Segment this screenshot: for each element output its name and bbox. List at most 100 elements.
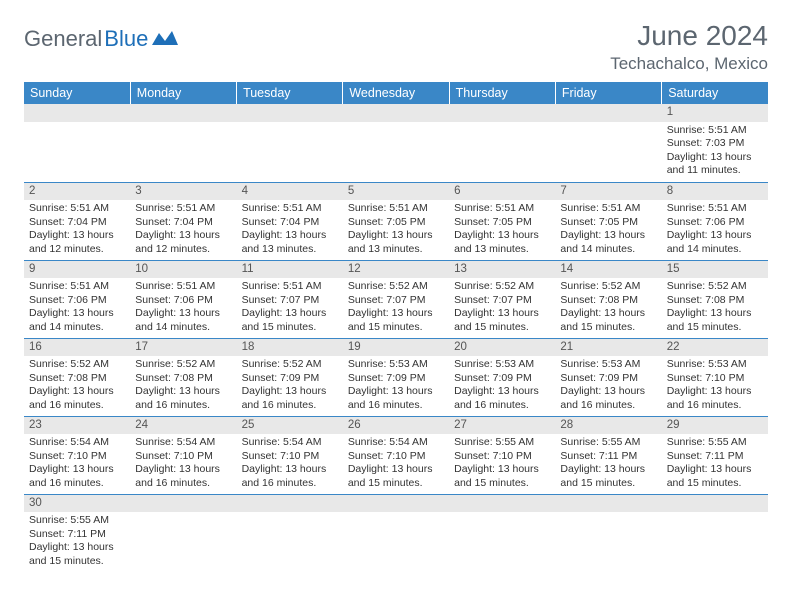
day-body: Sunrise: 5:52 AMSunset: 7:09 PMDaylight:… (237, 356, 343, 415)
day-body: Sunrise: 5:51 AMSunset: 7:04 PMDaylight:… (237, 200, 343, 259)
day-number: 19 (343, 339, 449, 357)
day-number (343, 495, 449, 513)
day-number (237, 104, 343, 122)
day-number (24, 104, 130, 122)
calendar-day-cell: 4Sunrise: 5:51 AMSunset: 7:04 PMDaylight… (237, 182, 343, 260)
day-number: 4 (237, 183, 343, 201)
calendar-day-cell (555, 104, 661, 182)
flag-icon (152, 29, 178, 47)
day-number: 13 (449, 261, 555, 279)
day-number: 5 (343, 183, 449, 201)
logo-text-blue: Blue (104, 26, 148, 52)
weekday-header: Tuesday (237, 82, 343, 104)
day-body: Sunrise: 5:53 AMSunset: 7:09 PMDaylight:… (449, 356, 555, 415)
calendar-day-cell: 11Sunrise: 5:51 AMSunset: 7:07 PMDayligh… (237, 260, 343, 338)
day-number: 30 (24, 495, 130, 513)
day-number: 11 (237, 261, 343, 279)
calendar-day-cell: 19Sunrise: 5:53 AMSunset: 7:09 PMDayligh… (343, 338, 449, 416)
day-number (555, 495, 661, 513)
day-body: Sunrise: 5:52 AMSunset: 7:08 PMDaylight:… (130, 356, 236, 415)
day-body: Sunrise: 5:51 AMSunset: 7:06 PMDaylight:… (662, 200, 768, 259)
day-number: 20 (449, 339, 555, 357)
day-body: Sunrise: 5:55 AMSunset: 7:11 PMDaylight:… (662, 434, 768, 493)
calendar-day-cell: 2Sunrise: 5:51 AMSunset: 7:04 PMDaylight… (24, 182, 130, 260)
calendar-week-row: 1Sunrise: 5:51 AMSunset: 7:03 PMDaylight… (24, 104, 768, 182)
day-number: 18 (237, 339, 343, 357)
calendar-day-cell: 15Sunrise: 5:52 AMSunset: 7:08 PMDayligh… (662, 260, 768, 338)
day-body: Sunrise: 5:54 AMSunset: 7:10 PMDaylight:… (130, 434, 236, 493)
logo: GeneralBlue (24, 26, 178, 52)
header: GeneralBlue June 2024 Techachalco, Mexic… (24, 20, 768, 74)
day-body: Sunrise: 5:51 AMSunset: 7:05 PMDaylight:… (343, 200, 449, 259)
day-body: Sunrise: 5:51 AMSunset: 7:03 PMDaylight:… (662, 122, 768, 181)
day-body: Sunrise: 5:52 AMSunset: 7:07 PMDaylight:… (449, 278, 555, 337)
day-number (130, 495, 236, 513)
calendar-day-cell: 14Sunrise: 5:52 AMSunset: 7:08 PMDayligh… (555, 260, 661, 338)
calendar-day-cell: 10Sunrise: 5:51 AMSunset: 7:06 PMDayligh… (130, 260, 236, 338)
calendar-week-row: 9Sunrise: 5:51 AMSunset: 7:06 PMDaylight… (24, 260, 768, 338)
weekday-header: Saturday (662, 82, 768, 104)
day-number: 8 (662, 183, 768, 201)
day-number: 3 (130, 183, 236, 201)
day-number (130, 104, 236, 122)
day-body: Sunrise: 5:55 AMSunset: 7:11 PMDaylight:… (555, 434, 661, 493)
calendar-day-cell (237, 104, 343, 182)
day-number (343, 104, 449, 122)
calendar-day-cell (130, 104, 236, 182)
logo-text-general: General (24, 26, 102, 52)
calendar-day-cell: 28Sunrise: 5:55 AMSunset: 7:11 PMDayligh… (555, 416, 661, 494)
calendar-day-cell: 21Sunrise: 5:53 AMSunset: 7:09 PMDayligh… (555, 338, 661, 416)
calendar-day-cell: 7Sunrise: 5:51 AMSunset: 7:05 PMDaylight… (555, 182, 661, 260)
day-number: 6 (449, 183, 555, 201)
month-title: June 2024 (610, 20, 768, 52)
day-number: 1 (662, 104, 768, 122)
day-body: Sunrise: 5:53 AMSunset: 7:09 PMDaylight:… (555, 356, 661, 415)
day-body: Sunrise: 5:51 AMSunset: 7:04 PMDaylight:… (130, 200, 236, 259)
calendar-day-cell (343, 494, 449, 572)
calendar-day-cell: 26Sunrise: 5:54 AMSunset: 7:10 PMDayligh… (343, 416, 449, 494)
day-number: 17 (130, 339, 236, 357)
day-body: Sunrise: 5:51 AMSunset: 7:04 PMDaylight:… (24, 200, 130, 259)
calendar-day-cell: 20Sunrise: 5:53 AMSunset: 7:09 PMDayligh… (449, 338, 555, 416)
day-body: Sunrise: 5:54 AMSunset: 7:10 PMDaylight:… (237, 434, 343, 493)
day-number: 24 (130, 417, 236, 435)
day-body: Sunrise: 5:51 AMSunset: 7:07 PMDaylight:… (237, 278, 343, 337)
day-body: Sunrise: 5:54 AMSunset: 7:10 PMDaylight:… (24, 434, 130, 493)
title-block: June 2024 Techachalco, Mexico (610, 20, 768, 74)
day-body: Sunrise: 5:51 AMSunset: 7:06 PMDaylight:… (24, 278, 130, 337)
calendar-day-cell: 16Sunrise: 5:52 AMSunset: 7:08 PMDayligh… (24, 338, 130, 416)
weekday-header: Wednesday (343, 82, 449, 104)
calendar-day-cell: 6Sunrise: 5:51 AMSunset: 7:05 PMDaylight… (449, 182, 555, 260)
day-number: 9 (24, 261, 130, 279)
day-body: Sunrise: 5:55 AMSunset: 7:11 PMDaylight:… (24, 512, 130, 571)
calendar-day-cell: 27Sunrise: 5:55 AMSunset: 7:10 PMDayligh… (449, 416, 555, 494)
calendar-day-cell (130, 494, 236, 572)
day-body: Sunrise: 5:52 AMSunset: 7:07 PMDaylight:… (343, 278, 449, 337)
day-number: 23 (24, 417, 130, 435)
location: Techachalco, Mexico (610, 54, 768, 74)
day-body: Sunrise: 5:55 AMSunset: 7:10 PMDaylight:… (449, 434, 555, 493)
calendar-day-cell: 30Sunrise: 5:55 AMSunset: 7:11 PMDayligh… (24, 494, 130, 572)
day-number: 29 (662, 417, 768, 435)
calendar-week-row: 23Sunrise: 5:54 AMSunset: 7:10 PMDayligh… (24, 416, 768, 494)
calendar-table: Sunday Monday Tuesday Wednesday Thursday… (24, 82, 768, 572)
calendar-day-cell (449, 494, 555, 572)
day-number: 7 (555, 183, 661, 201)
calendar-day-cell: 5Sunrise: 5:51 AMSunset: 7:05 PMDaylight… (343, 182, 449, 260)
day-number (662, 495, 768, 513)
day-number: 2 (24, 183, 130, 201)
weekday-header: Thursday (449, 82, 555, 104)
calendar-day-cell (237, 494, 343, 572)
day-body: Sunrise: 5:51 AMSunset: 7:06 PMDaylight:… (130, 278, 236, 337)
day-number (555, 104, 661, 122)
calendar-week-row: 30Sunrise: 5:55 AMSunset: 7:11 PMDayligh… (24, 494, 768, 572)
calendar-day-cell: 17Sunrise: 5:52 AMSunset: 7:08 PMDayligh… (130, 338, 236, 416)
day-body: Sunrise: 5:51 AMSunset: 7:05 PMDaylight:… (449, 200, 555, 259)
calendar-day-cell (662, 494, 768, 572)
day-number: 21 (555, 339, 661, 357)
day-body: Sunrise: 5:52 AMSunset: 7:08 PMDaylight:… (555, 278, 661, 337)
calendar-day-cell: 24Sunrise: 5:54 AMSunset: 7:10 PMDayligh… (130, 416, 236, 494)
day-number: 27 (449, 417, 555, 435)
calendar-day-cell: 1Sunrise: 5:51 AMSunset: 7:03 PMDaylight… (662, 104, 768, 182)
calendar-day-cell: 9Sunrise: 5:51 AMSunset: 7:06 PMDaylight… (24, 260, 130, 338)
